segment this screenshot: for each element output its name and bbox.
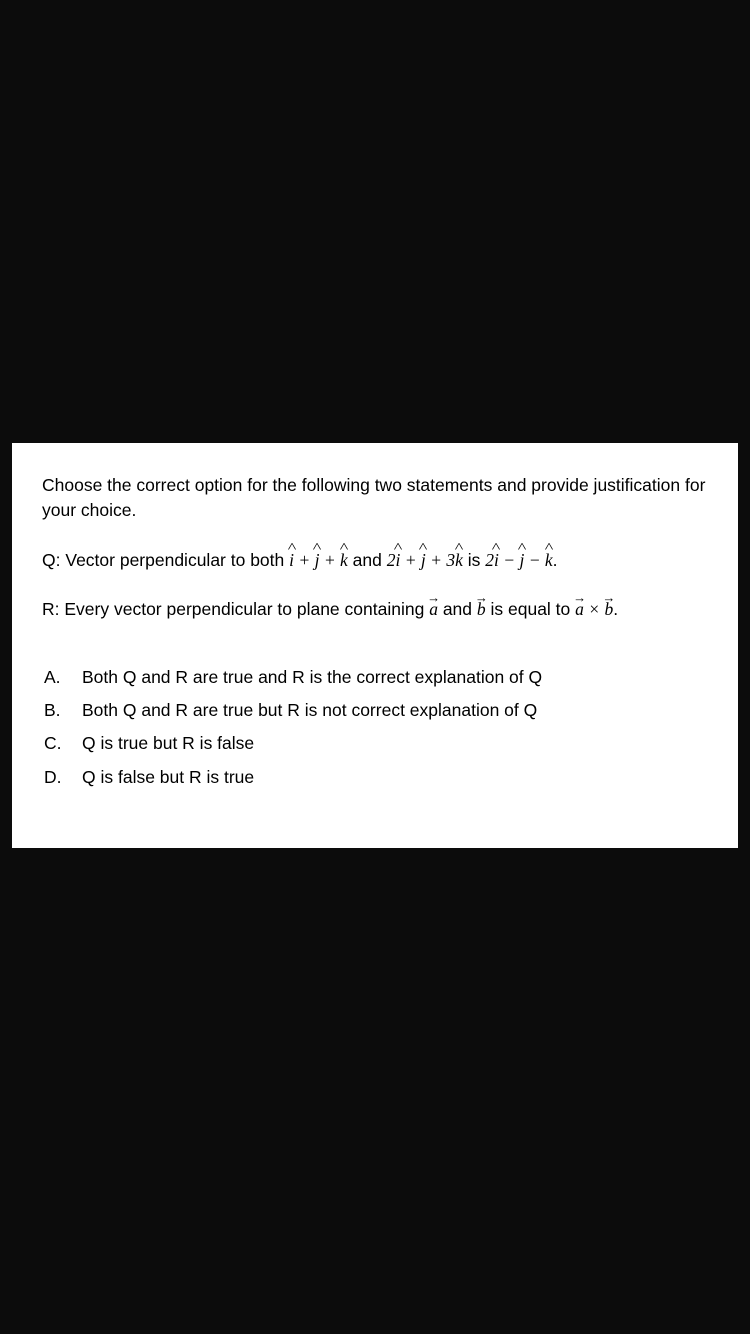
option-c[interactable]: C. Q is true but R is false xyxy=(42,731,708,756)
question-card: Choose the correct option for the follow… xyxy=(12,443,738,848)
q-label: Q: xyxy=(42,550,60,570)
q-pre: Vector perpendicular to both xyxy=(65,550,289,570)
r-vec-b: b xyxy=(477,599,486,619)
r-and: and xyxy=(443,599,477,619)
r-cross-product: a × b xyxy=(575,599,613,619)
r-pre: Every vector perpendicular to plane cont… xyxy=(64,599,429,619)
q-expr3: 2i − j − k xyxy=(485,550,552,570)
option-letter: D. xyxy=(42,765,82,790)
statement-q: Q: Vector perpendicular to both i + j + … xyxy=(42,548,708,573)
option-letter: A. xyxy=(42,665,82,690)
statement-r: R: Every vector perpendicular to plane c… xyxy=(42,597,708,622)
option-a[interactable]: A. Both Q and R are true and R is the co… xyxy=(42,665,708,690)
q-mid2: is xyxy=(468,550,486,570)
q-expr2: 2i + j + 3k xyxy=(387,550,463,570)
q-mid1: and xyxy=(353,550,387,570)
intro-text: Choose the correct option for the follow… xyxy=(42,473,708,524)
option-text: Q is false but R is true xyxy=(82,765,708,790)
r-vec-a: a xyxy=(429,599,438,619)
option-text: Q is true but R is false xyxy=(82,731,708,756)
option-b[interactable]: B. Both Q and R are true but R is not co… xyxy=(42,698,708,723)
option-d[interactable]: D. Q is false but R is true xyxy=(42,765,708,790)
option-letter: C. xyxy=(42,731,82,756)
option-text: Both Q and R are true and R is the corre… xyxy=(82,665,708,690)
q-expr1: i + j + k xyxy=(289,550,348,570)
r-mid: is equal to xyxy=(491,599,576,619)
options-list: A. Both Q and R are true and R is the co… xyxy=(42,665,708,791)
r-label: R: xyxy=(42,599,60,619)
option-letter: B. xyxy=(42,698,82,723)
option-text: Both Q and R are true but R is not corre… xyxy=(82,698,708,723)
